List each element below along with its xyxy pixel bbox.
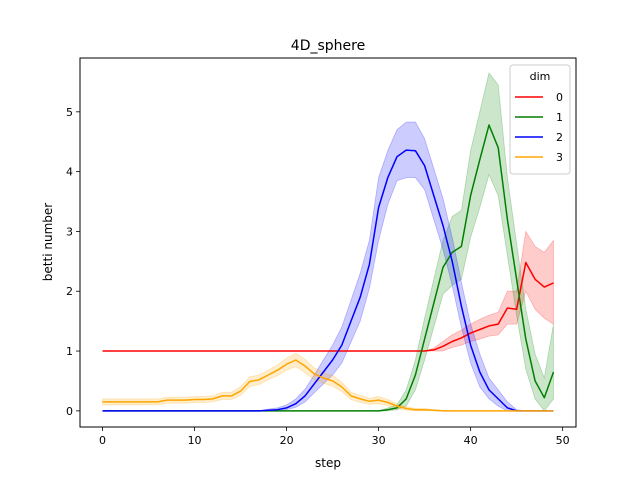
x-tick-label: 50 — [556, 434, 570, 447]
legend-label-dim-0: 0 — [556, 91, 563, 104]
x-tick-label: 10 — [188, 434, 202, 447]
plot-frame — [79, 57, 577, 428]
x-tick-label: 30 — [372, 434, 386, 447]
line-dim-0 — [102, 261, 554, 352]
legend: dim 0 1 2 3 — [509, 64, 571, 175]
x-tick-label: 0 — [99, 434, 106, 447]
legend-label-dim-3: 3 — [556, 151, 563, 164]
x-tick-label: 20 — [280, 434, 294, 447]
x-tick-label: 40 — [464, 434, 478, 447]
y-tick-label: 5 — [66, 106, 73, 119]
legend-label-dim-2: 2 — [556, 131, 563, 144]
series-lines — [102, 124, 555, 412]
line-dim-2 — [102, 149, 554, 412]
y-axis-label: betti number — [41, 203, 55, 281]
x-axis: 0 10 20 30 40 50 — [99, 427, 570, 447]
y-tick-label: 2 — [66, 285, 73, 298]
y-axis: 0 1 2 3 4 5 — [66, 106, 80, 418]
y-tick-label: 3 — [66, 225, 73, 238]
y-tick-label: 4 — [66, 166, 73, 179]
chart-title: 4D_sphere — [291, 38, 365, 54]
y-tick-label: 1 — [66, 345, 73, 358]
x-axis-label: step — [315, 456, 341, 470]
legend-title: dim — [530, 70, 551, 83]
legend-label-dim-1: 1 — [556, 111, 563, 124]
line-dim-3 — [102, 359, 554, 412]
y-tick-label: 0 — [66, 405, 73, 418]
legend-box — [509, 64, 571, 175]
